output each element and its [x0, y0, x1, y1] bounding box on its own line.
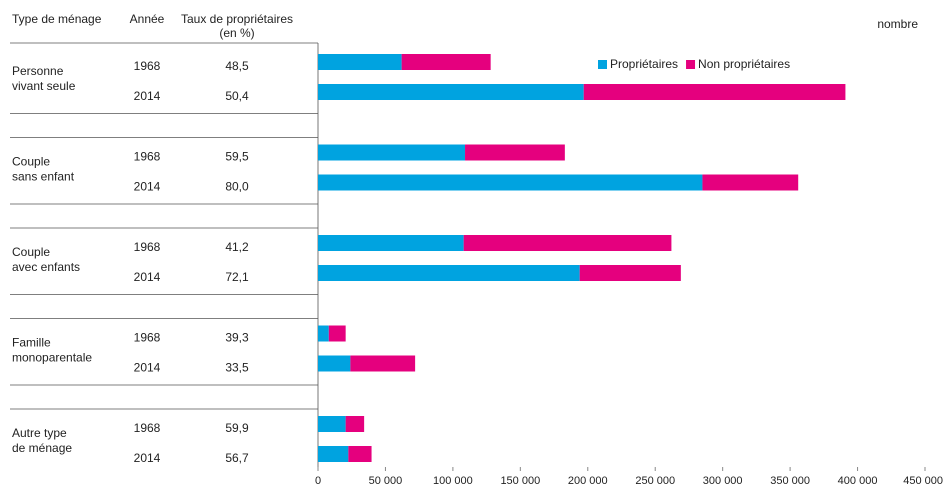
- year-label: 2014: [134, 361, 161, 375]
- rate-label: 48,5: [225, 59, 249, 73]
- x-tick-label: 400 000: [838, 475, 878, 487]
- group-label: vivant seule: [12, 79, 76, 93]
- group-label: Personne: [12, 64, 64, 78]
- bar: [318, 265, 580, 281]
- year-label: 1968: [134, 421, 161, 435]
- header-type: Type de ménage: [12, 12, 102, 26]
- legend-swatch: [686, 60, 696, 69]
- axis-label: nombre: [877, 17, 918, 31]
- bar: [318, 325, 329, 342]
- bar: [318, 54, 402, 70]
- year-label: 1968: [134, 240, 161, 254]
- x-tick-label: 50 000: [369, 475, 403, 487]
- rate-label: 56,7: [225, 451, 249, 465]
- bar: [401, 54, 491, 70]
- x-tick-label: 200 000: [568, 475, 608, 487]
- bar: [318, 174, 703, 191]
- legend-label: Non propriétaires: [698, 57, 790, 71]
- rate-label: 80,0: [225, 180, 249, 194]
- bar: [318, 416, 346, 432]
- group-label: Couple: [12, 245, 50, 259]
- group-label: Famille: [12, 336, 51, 350]
- rate-label: 39,3: [225, 331, 249, 345]
- group-label: monoparentale: [12, 351, 92, 365]
- rate-label: 59,9: [225, 421, 249, 435]
- x-tick-label: 100 000: [433, 475, 473, 487]
- bar: [702, 174, 799, 191]
- year-label: 1968: [134, 331, 161, 345]
- bar: [318, 355, 351, 372]
- year-label: 1968: [134, 59, 161, 73]
- group-label: de ménage: [12, 441, 72, 455]
- bar: [583, 84, 846, 100]
- year-label: 1968: [134, 150, 161, 164]
- x-tick-label: 0: [315, 475, 321, 487]
- group-label: avec enfants: [12, 260, 80, 274]
- bar: [345, 416, 365, 432]
- rate-label: 59,5: [225, 150, 249, 164]
- bar: [328, 325, 346, 342]
- bar: [348, 446, 372, 462]
- year-label: 2014: [134, 180, 161, 194]
- rate-label: 41,2: [225, 240, 249, 254]
- x-tick-label: 450 000: [903, 475, 943, 487]
- rate-label: 72,1: [225, 270, 249, 284]
- year-label: 2014: [134, 270, 161, 284]
- bar: [318, 84, 584, 100]
- rate-label: 33,5: [225, 361, 249, 375]
- year-label: 2014: [134, 451, 161, 465]
- group-label: sans enfant: [12, 170, 75, 184]
- legend-label: Propriétaires: [610, 57, 678, 71]
- bar: [579, 265, 681, 281]
- bar: [350, 355, 416, 372]
- bar: [318, 446, 349, 462]
- x-tick-label: 300 000: [703, 475, 743, 487]
- bar: [465, 144, 565, 161]
- rate-label: 50,4: [225, 89, 249, 103]
- group-label: Autre type: [12, 426, 67, 440]
- bar: [318, 144, 466, 161]
- year-label: 2014: [134, 89, 161, 103]
- group-label: Couple: [12, 155, 50, 169]
- x-tick-label: 350 000: [770, 475, 810, 487]
- header-year: Année: [130, 12, 165, 26]
- header-rate-unit: (en %): [219, 26, 254, 40]
- legend-swatch: [598, 60, 607, 69]
- x-tick-label: 150 000: [500, 475, 540, 487]
- x-tick-label: 250 000: [635, 475, 675, 487]
- bar: [463, 235, 672, 251]
- bar: [318, 235, 464, 251]
- header-rate: Taux de propriétaires: [181, 12, 293, 26]
